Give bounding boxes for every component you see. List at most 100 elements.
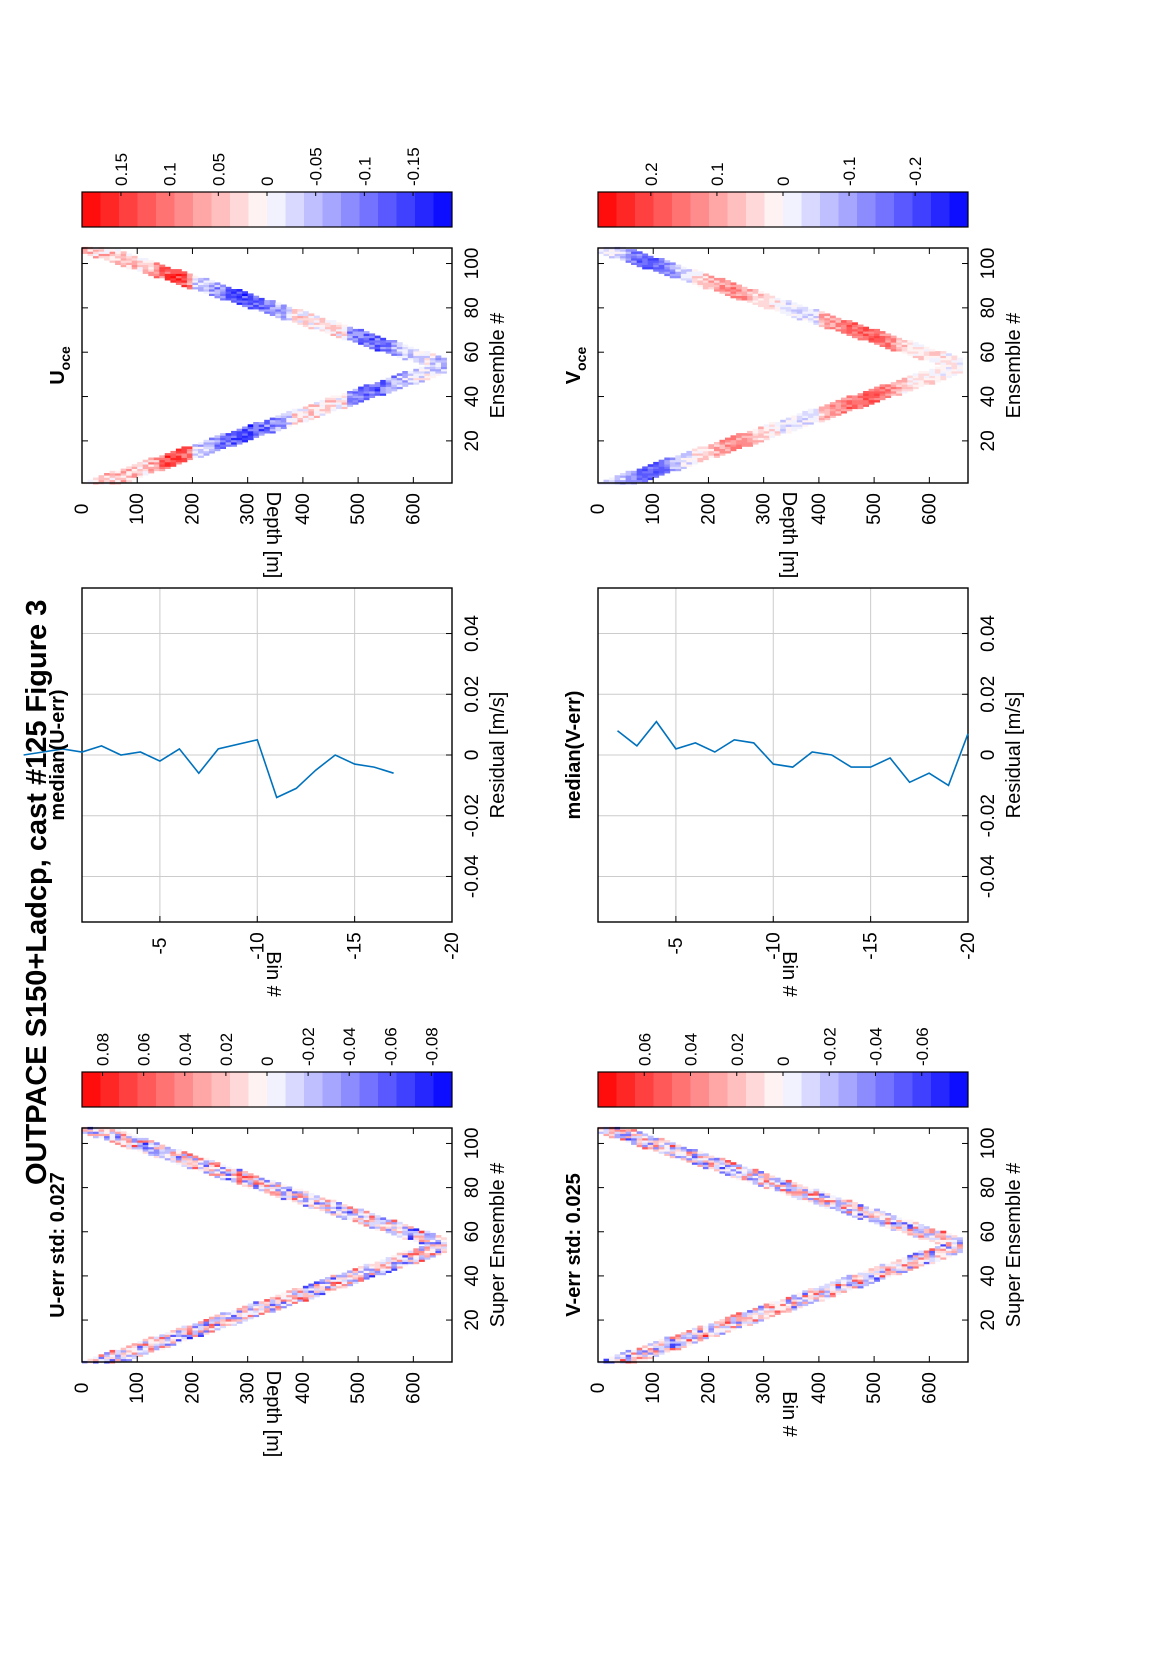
uerr-cell: [220, 1164, 226, 1167]
uerr-cell: [258, 1307, 265, 1311]
uerr-cell: [269, 1305, 276, 1309]
uoce-colorbar-label: -0.15: [404, 147, 423, 186]
uoce-cell: [181, 453, 188, 456]
voce-cell: [691, 455, 698, 458]
uoce-cell: [336, 402, 342, 405]
verr-cell: [868, 1272, 875, 1276]
uoce-cell: [363, 397, 370, 401]
verr-cell: [609, 1135, 615, 1139]
uerr-cell: [396, 1230, 403, 1234]
voce-cell: [912, 342, 919, 345]
verr-cell: [863, 1210, 869, 1214]
uerr-colorbar-swatch: [396, 1072, 416, 1107]
uerr-cell: [380, 1270, 387, 1273]
uerr-cell: [313, 1294, 320, 1298]
verr-cell: [736, 1321, 742, 1324]
uerr-cell: [242, 1173, 248, 1176]
verr-cell: [918, 1228, 925, 1231]
uerr-cell: [142, 1151, 149, 1154]
uoce-cell: [358, 333, 364, 336]
verr-colorbar-label: 0.04: [682, 1033, 701, 1066]
verr-cell: [841, 1281, 847, 1284]
verr-cell: [940, 1248, 947, 1251]
uerr-cell: [369, 1224, 376, 1227]
verr-cell: [736, 1164, 742, 1167]
uerr-cell: [341, 1213, 348, 1216]
uerr-cell: [170, 1336, 177, 1340]
verr-cell: [940, 1230, 947, 1234]
uoce-cell: [280, 422, 287, 425]
uerr-cell: [435, 1246, 442, 1249]
verr-cell: [636, 1347, 643, 1351]
voce-cell: [686, 280, 693, 283]
voce-cell: [708, 286, 715, 290]
verr-cell: [664, 1151, 671, 1154]
uoce-cell: [286, 417, 293, 421]
uerr-cell: [358, 1210, 364, 1214]
voce-cell: [736, 286, 742, 290]
verr-cell: [934, 1235, 941, 1238]
uerr-cell: [286, 1301, 293, 1304]
uerr-cell: [435, 1248, 442, 1251]
uerr-cell: [164, 1155, 171, 1159]
uerr-xlabel: Super Ensemble #: [487, 1162, 509, 1327]
uerr-cell: [363, 1274, 370, 1278]
voce-cell: [642, 264, 649, 268]
uoce-cell: [104, 255, 110, 259]
voce-cell: [669, 468, 676, 472]
voce-cell: [714, 286, 720, 290]
verr-cell: [752, 1173, 759, 1176]
uerr-cell: [374, 1268, 381, 1271]
uoce-cell: [330, 397, 337, 401]
uoce-cell: [424, 357, 431, 361]
voce-cell: [835, 402, 842, 405]
verr-cell: [719, 1171, 726, 1174]
verr-cell: [807, 1197, 814, 1201]
uoce-cell: [104, 479, 110, 483]
uerr-cell: [142, 1349, 149, 1353]
voce-cell: [736, 433, 742, 436]
voce-cell: [647, 466, 654, 469]
uerr-cell: [407, 1237, 414, 1240]
verr-cell: [813, 1202, 820, 1205]
uerr-cell: [269, 1299, 276, 1302]
uerr-cell: [258, 1310, 265, 1313]
uoce-cell: [308, 413, 315, 416]
uoce-cell: [164, 271, 171, 274]
uerr-cell: [391, 1221, 398, 1225]
verr-cell: [901, 1261, 908, 1265]
uerr-cell: [319, 1208, 326, 1212]
uoce-cell: [220, 442, 226, 445]
uerr-cell: [203, 1319, 210, 1322]
uerr-cell: [104, 1133, 110, 1137]
uerr-cell: [325, 1277, 331, 1280]
verr-cell: [802, 1190, 809, 1194]
uerr-cell: [302, 1195, 309, 1198]
uerr-cell: [115, 1140, 121, 1143]
voce-cell: [802, 315, 809, 319]
uerr-cell: [396, 1257, 403, 1260]
verr-cell: [846, 1204, 853, 1207]
uoce-cell: [170, 455, 177, 458]
voce-cell: [697, 453, 704, 456]
uoce-cell: [407, 379, 414, 383]
uoce-cell: [308, 320, 315, 323]
voce-cell: [918, 379, 925, 383]
uerr-cell: [418, 1250, 425, 1254]
uerr-cell: [214, 1164, 221, 1167]
verr-cell: [758, 1179, 764, 1183]
uoce-colorbar-label: -0.1: [355, 157, 374, 186]
verr-cell: [714, 1321, 720, 1324]
uerr-cell: [109, 1352, 116, 1355]
uerr-cell: [87, 1129, 94, 1132]
verr-cell: [885, 1215, 892, 1218]
voce-cell: [918, 344, 925, 347]
uerr-cell: [418, 1257, 425, 1260]
uerr-cell: [170, 1330, 177, 1333]
voce-cell: [846, 399, 853, 403]
uerr-cell: [247, 1182, 254, 1185]
uerr-cell: [126, 1140, 133, 1143]
uerr-cell: [291, 1197, 298, 1201]
voce-cell: [829, 408, 836, 412]
uoce-cell: [413, 348, 420, 352]
